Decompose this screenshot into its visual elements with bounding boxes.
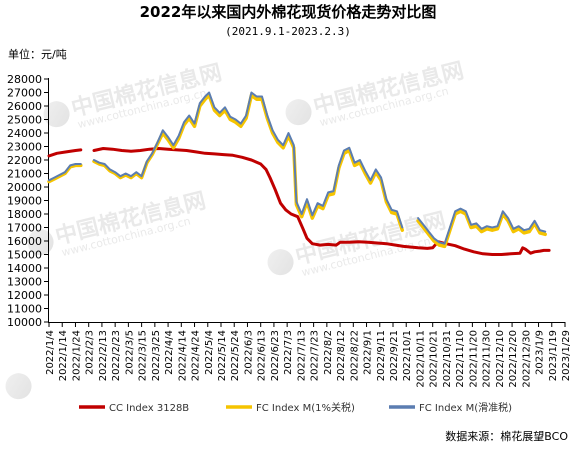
data-source: 数据来源：棉花展望BCO	[445, 429, 568, 443]
x-tick-label: 2022/11/10	[455, 330, 466, 388]
watermark-bottom-left	[5, 373, 32, 400]
y-tick-label: 15000	[7, 249, 42, 262]
y-tick-label: 10000	[7, 316, 42, 329]
chart-subtitle: (2021.9.1-2023.2.3)	[225, 25, 351, 38]
legend: CC Index 3128B FC Index M(1%关税) FC Index M…	[79, 401, 512, 414]
x-tick-label: 2022/2/13	[98, 330, 109, 381]
x-tick-label: 2022/10/11	[415, 330, 426, 388]
x-tick-label: 2022/4/14	[177, 330, 188, 381]
y-tick-label: 12000	[7, 289, 42, 302]
y-tick-label: 26000	[7, 100, 42, 113]
y-tick-label: 16000	[7, 235, 42, 248]
x-tick-label: 2022/8/22	[349, 330, 360, 381]
watermark-top-left: 中国棉花信息网 www.cottonchina.org.cn	[43, 59, 224, 131]
y-tick-label: 17000	[7, 222, 42, 235]
y-axis-label: 单位：元/吨	[8, 47, 67, 61]
y-tick-label: 11000	[7, 303, 42, 316]
x-tick-label: 2022/1/4	[45, 330, 56, 375]
series-layer	[47, 91, 551, 256]
chart-title: 2022年以来国内外棉花现货价格走势对比图	[140, 3, 437, 21]
x-tick-label: 2022/12/10	[495, 330, 506, 388]
watermark-mid-left: 中国棉花信息网 www.cottonchina.org.cn	[27, 187, 208, 259]
x-tick-label: 2022/12/20	[508, 330, 519, 388]
x-tick-label: 2022/3/5	[124, 330, 135, 375]
x-tick-label: 2022/2/23	[111, 330, 122, 381]
y-tick-label: 20000	[7, 181, 42, 194]
watermark-logo-icon	[27, 229, 54, 256]
x-tick-label: 2022/3/25	[151, 330, 162, 381]
legend-label-2: FC Index M(滑准税)	[419, 401, 512, 414]
x-tick-label: 2022/10/31	[442, 330, 453, 388]
y-tick-label: 28000	[7, 73, 42, 86]
y-tick-label: 21000	[7, 168, 42, 181]
x-tick-label: 2022/7/3	[283, 330, 294, 375]
watermark-logo-icon	[267, 249, 294, 276]
y-tick-label: 13000	[7, 276, 42, 289]
x-tick-label: 2022/7/23	[310, 330, 321, 381]
watermark-logo-icon	[5, 373, 32, 400]
y-axis-ticks: 1000011000120001300014000150001600017000…	[7, 73, 49, 329]
legend-label-1: FC Index M(1%关税)	[256, 401, 355, 414]
x-tick-label: 2022/12/30	[521, 330, 532, 388]
x-tick-label: 2022/4/4	[164, 330, 175, 375]
y-tick-label: 14000	[7, 262, 42, 275]
x-tick-label: 2022/8/12	[336, 330, 347, 381]
x-tick-label: 2022/3/15	[138, 330, 149, 381]
y-tick-label: 22000	[7, 154, 42, 167]
y-tick-label: 25000	[7, 114, 42, 127]
x-tick-label: 2022/1/24	[71, 330, 82, 381]
x-tick-label: 2022/9/21	[389, 330, 400, 381]
x-axis-ticks: 2022/1/4 2022/1/14 2022/1/24 2022/2/3 2022/2…	[45, 322, 572, 388]
x-tick-label: 2022/2/3	[85, 330, 96, 375]
watermark-logo-icon	[285, 99, 312, 126]
x-tick-label: 2022/5/24	[230, 330, 241, 381]
y-tick-label: 27000	[7, 87, 42, 100]
x-tick-label: 2022/8/2	[323, 330, 334, 375]
series-line-0	[47, 147, 551, 256]
legend-label-0: CC Index 3128B	[109, 403, 189, 414]
x-tick-label: 2023/1/29	[561, 330, 572, 381]
series-line-2	[48, 91, 547, 245]
x-tick-label: 2023/1/9	[535, 330, 546, 375]
x-tick-label: 2022/10/21	[429, 330, 440, 388]
y-tick-label: 23000	[7, 141, 42, 154]
x-tick-label: 2023/1/19	[548, 330, 559, 381]
x-tick-label: 2022/11/30	[482, 330, 493, 388]
x-tick-label: 2022/11/20	[468, 330, 479, 388]
y-tick-label: 24000	[7, 127, 42, 140]
x-tick-label: 2022/1/14	[58, 330, 69, 381]
x-tick-label: 2022/5/4	[204, 330, 215, 375]
x-tick-label: 2022/10/1	[402, 330, 413, 381]
x-tick-label: 2022/4/24	[191, 330, 202, 381]
watermark-top-right: 中国棉花信息网 www.cottonchina.org.cn	[285, 57, 466, 129]
x-tick-label: 2022/6/13	[257, 330, 268, 381]
y-tick-label: 18000	[7, 208, 42, 221]
x-tick-label: 2022/9/1	[363, 330, 374, 375]
x-tick-label: 2022/9/11	[376, 330, 387, 381]
x-tick-label: 2022/6/23	[270, 330, 281, 381]
watermark-logo-icon	[43, 101, 70, 128]
x-tick-label: 2022/5/14	[217, 330, 228, 381]
x-tick-label: 2022/7/13	[296, 330, 307, 381]
x-tick-label: 2022/6/3	[243, 330, 254, 375]
y-tick-label: 19000	[7, 195, 42, 208]
